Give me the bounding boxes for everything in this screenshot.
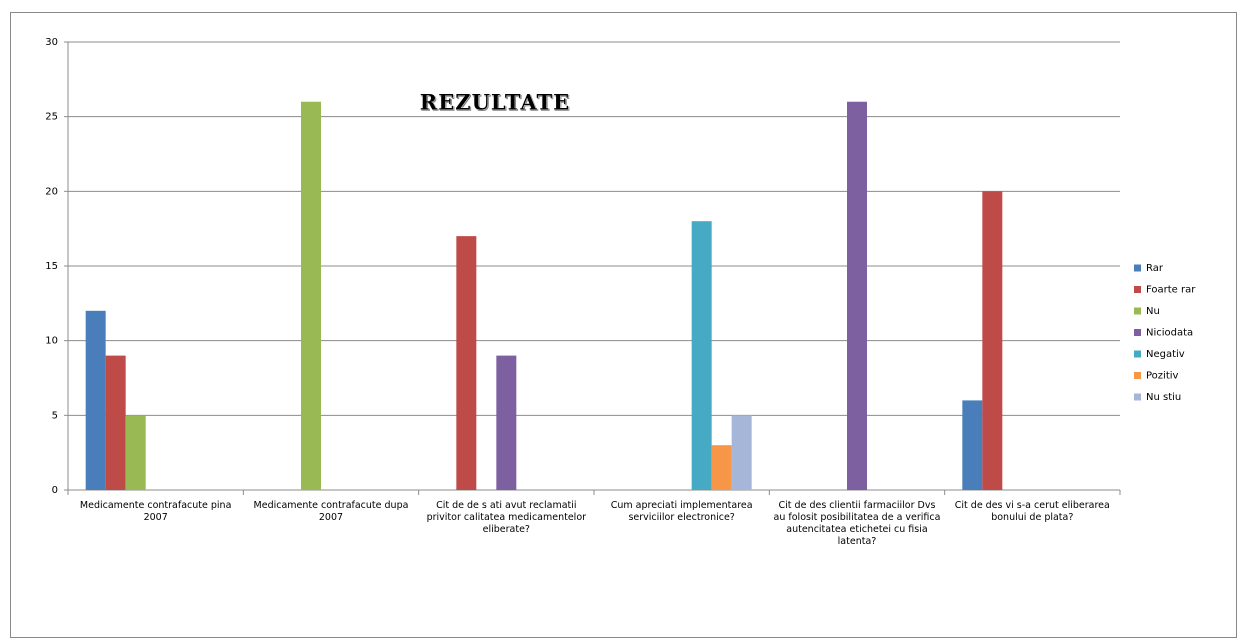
x-tick-label: Medicamente contrafacute dupa 2007	[253, 500, 409, 523]
bar	[105, 355, 126, 490]
x-tick-label: Cit de des vi s-a cerut eliberarea bonul…	[954, 500, 1110, 523]
bar	[731, 415, 752, 490]
bar	[711, 445, 732, 490]
legend-swatch	[1134, 372, 1141, 379]
chart-title: REZULTATE	[420, 90, 570, 115]
bar	[301, 101, 321, 490]
legend-swatch	[1134, 264, 1141, 272]
legend-label: Nu stiu	[1146, 392, 1181, 403]
y-tick-label: 25	[45, 112, 58, 123]
bar	[456, 236, 477, 490]
bar	[125, 415, 146, 490]
y-tick-label: 20	[45, 186, 58, 197]
y-tick-label: 30	[45, 37, 58, 48]
y-tick-label: 10	[45, 336, 58, 347]
bar	[691, 221, 712, 490]
legend-label: Negativ	[1146, 349, 1185, 360]
legend-label: Foarte rar	[1146, 285, 1196, 296]
legend-swatch	[1134, 286, 1141, 293]
legend-label: Niciodata	[1146, 328, 1193, 339]
y-tick-label: 5	[52, 410, 58, 421]
bar	[847, 101, 867, 490]
y-tick-label: 0	[52, 485, 58, 496]
legend-swatch	[1134, 393, 1141, 401]
bar	[982, 191, 1003, 491]
x-tick-label: Cum apreciati implementarea serviciilor …	[610, 500, 753, 523]
legend-swatch	[1134, 329, 1141, 336]
legend-label: Rar	[1146, 263, 1164, 274]
x-tick-label: Medicamente contrafacute pina 2007	[79, 500, 232, 523]
bar	[496, 355, 517, 490]
x-tick-label: Cit de de s ati avut reclamatii privitor…	[426, 500, 587, 535]
legend-label: Pozitiv	[1146, 371, 1179, 382]
legend-swatch	[1134, 307, 1141, 315]
legend-label: Nu	[1146, 306, 1160, 317]
x-tick-label: Cit de des clientii farmaciilor Dvs au f…	[773, 500, 941, 547]
y-tick-label: 15	[45, 261, 58, 272]
legend-swatch	[1134, 350, 1141, 358]
bar	[85, 310, 106, 490]
chart-border	[10, 12, 1237, 638]
bar	[962, 400, 983, 490]
